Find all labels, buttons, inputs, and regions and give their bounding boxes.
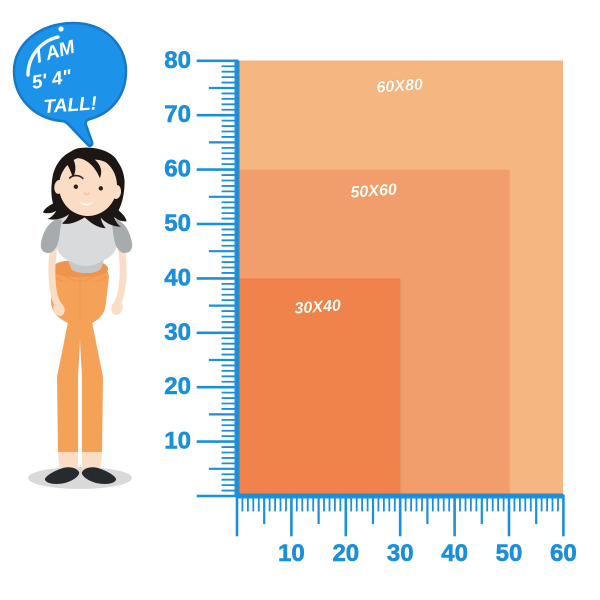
svg-text:40: 40 [441, 540, 468, 567]
svg-text:10: 10 [278, 540, 305, 567]
svg-text:60: 60 [164, 156, 191, 183]
svg-text:80: 80 [164, 47, 191, 74]
svg-text:70: 70 [164, 101, 191, 128]
svg-text:50: 50 [164, 210, 191, 237]
svg-text:TALL!: TALL! [43, 93, 98, 118]
svg-text:50: 50 [496, 540, 523, 567]
svg-text:60: 60 [550, 540, 577, 567]
svg-text:20: 20 [332, 540, 359, 567]
svg-text:50X60: 50X60 [350, 181, 397, 201]
svg-text:30: 30 [387, 540, 414, 567]
svg-text:20: 20 [164, 373, 191, 400]
svg-text:40: 40 [164, 264, 191, 291]
svg-text:10: 10 [164, 428, 191, 455]
svg-text:30X40: 30X40 [294, 297, 341, 317]
svg-text:30: 30 [164, 319, 191, 346]
svg-text:60X80: 60X80 [376, 76, 423, 96]
